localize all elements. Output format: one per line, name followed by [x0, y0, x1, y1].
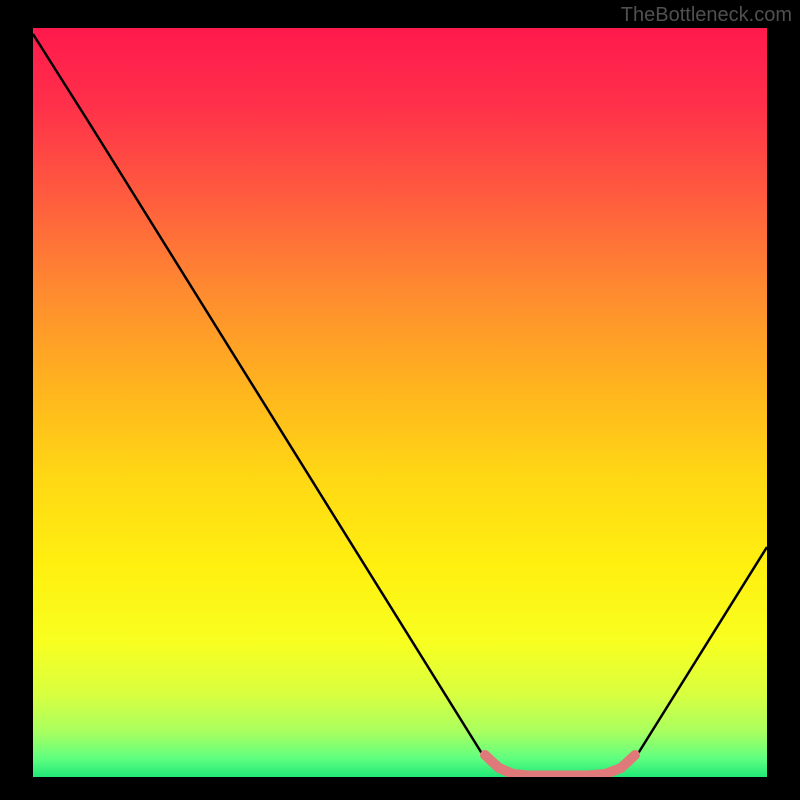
- plot-area: [33, 28, 767, 777]
- valley-marker: [485, 755, 635, 776]
- curve-layer: [33, 28, 767, 777]
- watermark-text: TheBottleneck.com: [621, 4, 792, 27]
- bottleneck-curve: [33, 34, 767, 776]
